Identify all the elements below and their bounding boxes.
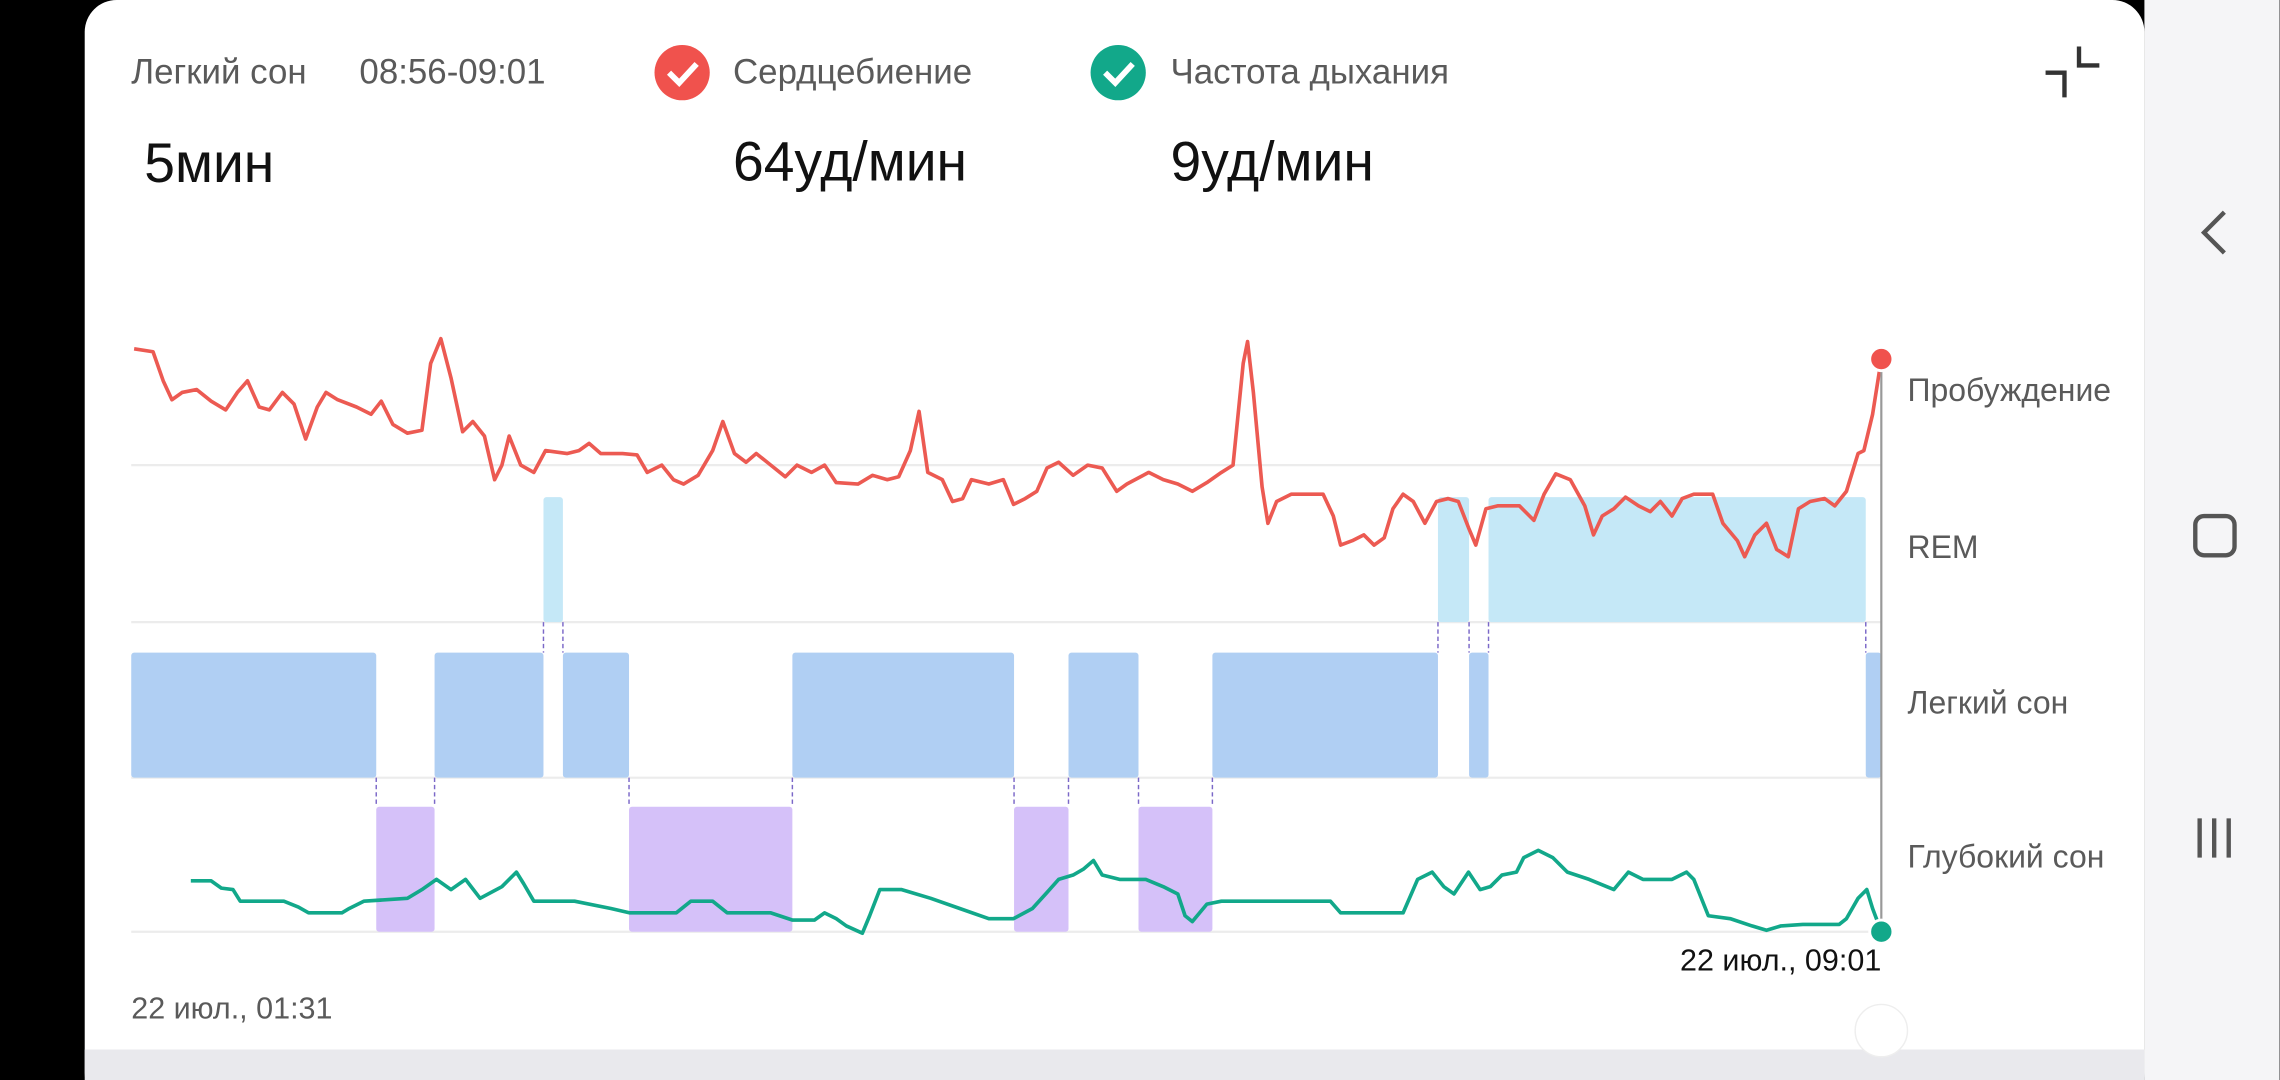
stage-label: Легкий сон: [131, 52, 306, 91]
stage-segment: [376, 806, 435, 932]
recents-button[interactable]: [2197, 818, 2231, 858]
stage-segment: [1068, 652, 1139, 778]
stage-segment: [1212, 652, 1438, 778]
heart-rate-line: [133, 336, 1884, 559]
check-icon: [666, 61, 699, 88]
nav-bar: [2144, 0, 2280, 1080]
stage-label: Глубокий сон: [1907, 838, 2104, 874]
card: [84, 0, 2145, 1080]
stage-segment: [1014, 806, 1069, 932]
stage-segment: [629, 806, 793, 932]
heart-toggle[interactable]: [654, 45, 710, 101]
stage-segment: [543, 497, 563, 623]
stage-segment: [131, 652, 377, 778]
stage-label: Пробуждение: [1907, 372, 2111, 408]
bottom-strip: [84, 1049, 2145, 1080]
breath-label: Частота дыхания: [1171, 52, 1449, 91]
collapse-button[interactable]: [2045, 46, 2100, 98]
breath-toggle[interactable]: [1090, 45, 1146, 101]
heart-label: Сердцебиение: [733, 52, 972, 91]
stage-segment: [562, 652, 630, 778]
stage-label: REM: [1907, 529, 1978, 565]
stage-segment: [1138, 806, 1213, 932]
end-time: 22 июл., 09:01: [1680, 943, 1881, 977]
stage-segment: [1488, 497, 1866, 623]
scrubber-handle[interactable]: [1854, 1003, 1909, 1058]
heart-cursor-dot: [1868, 345, 1895, 373]
breath-rate-line: [190, 848, 1884, 936]
breath-value: 9уд/мин: [1171, 130, 1374, 192]
stage-segment: [1469, 652, 1489, 778]
start-time: 22 июл., 01:31: [131, 991, 332, 1025]
stage-segment: [792, 652, 1015, 778]
hypnogram: Пробуждение REM Легкий сон Глубокий сон: [131, 372, 2111, 933]
stage-label: Легкий сон: [1907, 684, 2068, 720]
stage-segment: [1865, 652, 1882, 778]
home-button[interactable]: [2193, 513, 2237, 558]
heart-value: 64уд/мин: [733, 130, 967, 192]
duration-value: 5мин: [144, 132, 274, 194]
check-icon: [1103, 61, 1135, 88]
stage-segment: [434, 652, 544, 778]
stage-segment: [1437, 497, 1470, 623]
time-range: 08:56-09:01: [359, 52, 545, 91]
breath-cursor-dot: [1868, 918, 1895, 945]
back-button[interactable]: [2200, 210, 2226, 255]
